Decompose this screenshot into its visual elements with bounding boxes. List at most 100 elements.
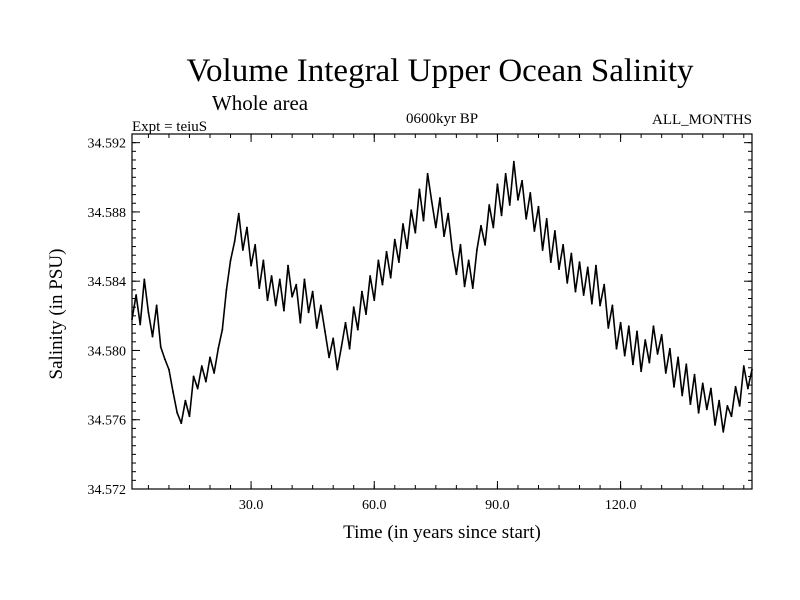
salinity-data-point	[537, 205, 540, 208]
salinity-data-point	[496, 183, 499, 186]
salinity-data-point	[270, 275, 273, 277]
salinity-data-point	[361, 290, 363, 293]
x-tick-label: 30.0	[239, 498, 264, 513]
salinity-data-point	[533, 230, 536, 232]
salinity-data-point	[377, 259, 380, 262]
salinity-data-point	[570, 252, 573, 255]
salinity-data-point	[746, 387, 749, 390]
salinity-data-point	[656, 353, 659, 355]
period-label: 0600kyr BP	[406, 111, 478, 127]
salinity-data-point	[443, 235, 445, 238]
salinity-data-point	[168, 368, 170, 371]
salinity-data-point	[143, 278, 146, 281]
y-tick-label: 34.580	[88, 344, 127, 359]
salinity-data-point	[644, 339, 647, 341]
salinity-data-point	[229, 259, 232, 262]
salinity-data-point	[172, 391, 174, 393]
salinity-data-point	[480, 224, 482, 227]
y-axis: 34.572 34.576 34.580 34.584 34.588 34.592	[88, 133, 752, 498]
salinity-data-point	[517, 198, 519, 201]
salinity-data-point	[476, 249, 478, 251]
salinity-data-point	[365, 313, 367, 315]
salinity-data-point	[315, 327, 318, 329]
salinity-data-point	[340, 346, 343, 348]
salinity-data-point	[562, 243, 565, 246]
y-axis-label: Salinity (in PSU)	[46, 249, 67, 380]
salinity-data-point	[599, 304, 601, 307]
salinity-data-point	[414, 231, 417, 234]
salinity-data-point	[184, 399, 187, 402]
salinity-data-point	[348, 347, 351, 350]
salinity-data-point	[410, 209, 413, 212]
salinity-data-point	[352, 306, 355, 309]
salinity-data-point	[566, 282, 569, 284]
salinity-data-point	[463, 285, 466, 288]
salinity-data-point	[578, 261, 581, 264]
salinity-data-point	[492, 226, 495, 229]
salinity-series-line	[131, 160, 753, 433]
salinity-data-point	[406, 247, 408, 250]
salinity-data-point	[180, 422, 183, 425]
salinity-data-point	[738, 404, 741, 407]
salinity-data-point	[287, 264, 289, 267]
salinity-data-point	[381, 283, 384, 286]
salinity-data-point	[385, 250, 388, 253]
salinity-data-point	[209, 356, 211, 359]
salinity-data-point	[426, 172, 429, 175]
salinity-data-point	[648, 361, 651, 364]
salinity-data-point	[319, 304, 322, 307]
salinity-data-point	[586, 266, 589, 269]
salinity-data-point	[258, 287, 261, 290]
y-tick-label: 34.572	[88, 483, 127, 498]
salinity-data-point	[188, 415, 191, 418]
salinity-data-point	[324, 330, 326, 333]
salinity-data-point	[250, 264, 252, 267]
salinity-data-point	[558, 268, 560, 270]
salinity-data-point	[266, 299, 269, 302]
salinity-data-point	[254, 243, 257, 246]
salinity-data-point	[603, 283, 606, 286]
salinity-data-point	[200, 365, 203, 367]
salinity-data-point	[742, 365, 745, 367]
plot-frame	[131, 133, 753, 490]
salinity-data-point	[697, 411, 700, 414]
y-tick-label: 34.584	[88, 275, 127, 290]
salinity-data-point	[217, 347, 220, 350]
salinity-data-point	[636, 330, 638, 333]
salinity-data-point	[722, 430, 725, 433]
salinity-data-points	[131, 160, 753, 433]
salinity-data-point	[685, 363, 688, 366]
salinity-data-point	[619, 321, 622, 324]
salinity-data-point	[139, 323, 142, 326]
salinity-data-point	[356, 328, 359, 331]
salinity-data-point	[147, 311, 150, 314]
salinity-data-point	[336, 368, 339, 371]
salinity-data-point	[595, 264, 597, 267]
salinity-data-point	[192, 375, 195, 378]
salinity-data-point	[213, 372, 216, 374]
x-axis: 30.0 60.0 90.0 120.0	[147, 134, 745, 513]
x-tick-label: 120.0	[605, 498, 637, 513]
salinity-data-point	[710, 387, 712, 390]
salinity-data-point	[668, 347, 671, 350]
salinity-data-point	[307, 311, 310, 314]
salinity-data-point	[705, 408, 708, 411]
salinity-data-point	[155, 304, 158, 307]
salinity-data-point	[726, 404, 729, 407]
salinity-data-point	[402, 223, 404, 225]
salinity-data-point	[590, 302, 593, 305]
salinity-data-point	[447, 212, 450, 215]
chart-subtitle: Whole area	[212, 91, 309, 115]
salinity-data-point	[554, 230, 556, 232]
salinity-data-point	[677, 356, 679, 359]
salinity-data-point	[455, 273, 458, 276]
salinity-data-point	[640, 370, 643, 373]
salinity-data-point	[504, 172, 507, 175]
salinity-data-point	[689, 403, 692, 406]
salinity-data-point	[299, 321, 302, 324]
salinity-data-point	[196, 387, 199, 390]
salinity-data-point	[529, 191, 532, 194]
salinity-data-point	[135, 294, 138, 296]
salinity-data-point	[488, 204, 491, 206]
